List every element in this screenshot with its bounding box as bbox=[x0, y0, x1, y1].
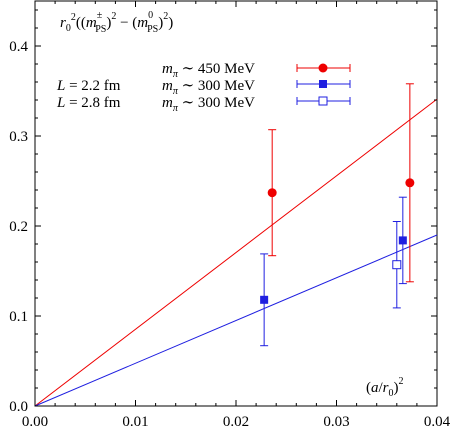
y-tick-label: 0.1 bbox=[9, 309, 28, 325]
marker-circle bbox=[405, 178, 415, 188]
marker-square bbox=[260, 295, 269, 304]
x-tick-label: 0.00 bbox=[22, 414, 48, 430]
legend-marker-450 bbox=[318, 63, 328, 73]
data-point-s1-p1 bbox=[398, 196, 407, 285]
legend-entry-450: mπ ∼ 450 MeV bbox=[162, 61, 351, 80]
legend-group-l22: L = 2.2 fm bbox=[56, 78, 121, 94]
legend-label-450: mπ ∼ 450 MeV bbox=[162, 61, 255, 80]
x-tick-label: 0.01 bbox=[122, 414, 148, 430]
y-tick-label: 0.2 bbox=[9, 219, 28, 235]
legend-marker-300-l28 bbox=[318, 96, 328, 106]
legend-label-300-l22: mπ ∼ 300 MeV bbox=[162, 78, 255, 97]
data-point-s0-p0 bbox=[267, 129, 277, 257]
legend-group-l28: L = 2.8 fm bbox=[56, 95, 121, 111]
legend-marker-300-l22 bbox=[319, 80, 327, 88]
data-points bbox=[260, 83, 415, 347]
data-point-s1-p0 bbox=[260, 253, 269, 347]
y-tick-label: 0.0 bbox=[9, 399, 28, 415]
x-tick-label: 0.03 bbox=[323, 414, 349, 430]
fit-line-series-0 bbox=[34, 98, 438, 407]
axis-ticks: 0.00 0.01 0.02 0.03 0.04 0.0 0.1 0.2 0.3 0.4 bbox=[9, 1, 451, 430]
y-tick-label: 0.3 bbox=[9, 129, 28, 145]
legend: mπ ∼ 450 MeV L = 2.2 fm mπ ∼ 300 MeV L =… bbox=[56, 61, 351, 114]
legend-entry-300-l22: L = 2.2 fm mπ ∼ 300 MeV bbox=[56, 78, 351, 97]
y-axis-label: r02((m± PS)2 − (m0 PS)2) bbox=[60, 10, 173, 35]
marker-open-square bbox=[392, 260, 402, 270]
legend-entry-300-l28: L = 2.8 fm mπ ∼ 300 MeV bbox=[56, 95, 351, 114]
x-axis-label: (a/r0)2 bbox=[366, 376, 404, 399]
data-point-s2-p0 bbox=[392, 221, 402, 309]
legend-label-300-l28: mπ ∼ 300 MeV bbox=[162, 95, 255, 114]
marker-circle bbox=[267, 188, 277, 198]
marker-square bbox=[398, 236, 407, 245]
fit-line-series-1 bbox=[34, 234, 438, 407]
data-point-s0-p1 bbox=[405, 83, 415, 283]
x-tick-label: 0.04 bbox=[424, 414, 451, 430]
x-tick-label: 0.02 bbox=[223, 414, 249, 430]
fit-lines bbox=[34, 98, 438, 407]
y-tick-label: 0.4 bbox=[9, 39, 28, 55]
